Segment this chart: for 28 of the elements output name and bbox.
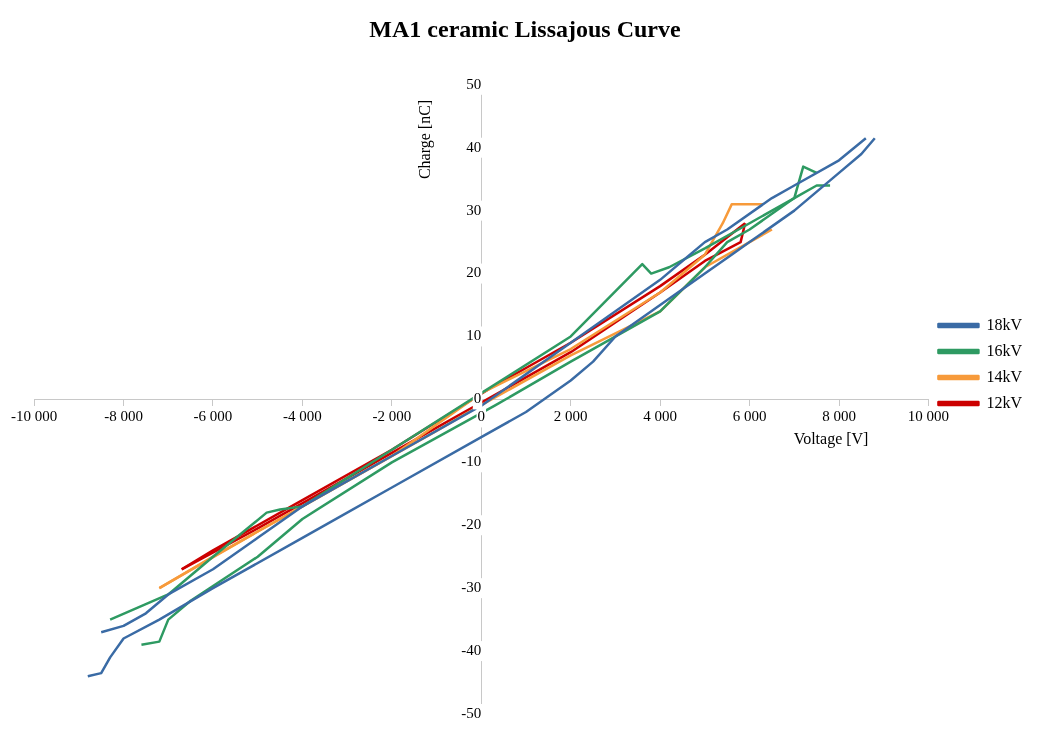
x-tick-label: -4 000 [283,408,322,425]
y-axis-title: Charge [nC] [416,99,435,180]
y-tick-label: -40 [461,642,482,659]
y-tick-label: -30 [461,579,482,596]
x-tick-label: 8 000 [822,408,856,425]
y-tick-label: 20 [466,264,482,281]
x-tick-label: 2 000 [553,408,588,425]
legend-label: 16kV [986,341,1023,359]
x-tick-label: -8 000 [104,408,143,425]
chart-title: MA1 ceramic Lissajous Curve [369,15,681,42]
legend-label: 18kV [986,315,1023,333]
y-tick-label: 10 [466,327,482,344]
x-tick-label: -2 000 [372,408,412,425]
y-tick-label: 0 [473,390,482,407]
x-tick-label: -6 000 [193,408,233,425]
y-tick-label: -20 [461,516,482,533]
x-tick-label: -10 000 [11,408,58,425]
y-tick-label: -50 [461,704,482,721]
y-tick-label: -10 [461,453,482,470]
y-tick-label: 30 [466,201,482,218]
legend-label: 14kV [986,367,1023,385]
x-tick-label: 6 000 [732,408,767,425]
x-tick-label: 10 000 [907,408,950,425]
x-axis-title: Voltage [V] [793,429,869,448]
legend-label: 12kV [986,393,1023,411]
y-tick-label: 40 [466,138,482,155]
y-tick-label: 50 [466,75,482,92]
x-tick-label: 4 000 [643,408,678,425]
